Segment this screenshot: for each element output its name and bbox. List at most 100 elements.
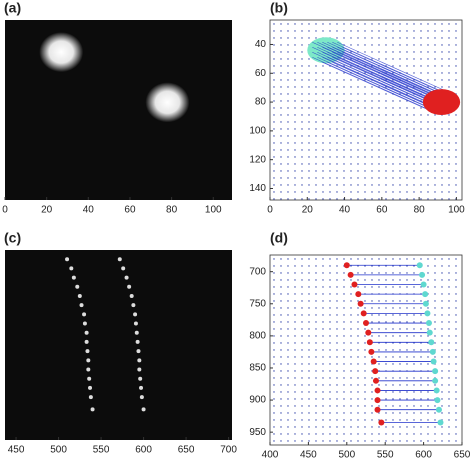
grid-dot bbox=[315, 433, 317, 435]
grid-dot bbox=[287, 198, 289, 200]
grid-dot bbox=[364, 44, 366, 46]
grid-dot bbox=[385, 128, 387, 130]
grid-dot bbox=[308, 349, 310, 351]
grid-dot bbox=[378, 335, 380, 337]
grid-dot bbox=[329, 433, 331, 435]
grid-dot bbox=[273, 363, 275, 365]
grid-dot bbox=[280, 384, 282, 386]
grid-dot bbox=[385, 156, 387, 158]
grid-dot bbox=[364, 433, 366, 435]
grid-dot bbox=[378, 300, 380, 302]
grid-dot bbox=[350, 114, 352, 116]
grid-dot bbox=[280, 79, 282, 81]
grid-dot bbox=[357, 286, 359, 288]
grid-dot bbox=[301, 58, 303, 60]
grid-dot bbox=[273, 114, 275, 116]
grid-dot bbox=[434, 300, 436, 302]
grid-dot bbox=[455, 300, 457, 302]
grid-dot bbox=[455, 356, 457, 358]
grid-dot bbox=[315, 23, 317, 25]
grid-dot bbox=[315, 107, 317, 109]
grid-dot bbox=[406, 114, 408, 116]
grid-dot bbox=[420, 412, 422, 414]
grid-dot bbox=[294, 426, 296, 428]
grid-dot bbox=[287, 114, 289, 116]
grid-dot bbox=[273, 149, 275, 151]
grid-dot bbox=[273, 426, 275, 428]
grid-dot bbox=[455, 37, 457, 39]
grid-dot bbox=[378, 100, 380, 102]
grid-dot bbox=[357, 363, 359, 365]
grid-dot bbox=[448, 440, 450, 442]
x-tick-label: 600 bbox=[415, 450, 432, 461]
grid-dot bbox=[448, 314, 450, 316]
grid-dot bbox=[441, 412, 443, 414]
grid-dot bbox=[280, 107, 282, 109]
flow-arrow bbox=[322, 52, 438, 105]
grid-dot bbox=[392, 314, 394, 316]
grid-dot bbox=[455, 335, 457, 337]
grid-dot bbox=[441, 314, 443, 316]
grid-dot bbox=[322, 93, 324, 95]
grid-dot bbox=[420, 128, 422, 130]
grid-dot bbox=[273, 44, 275, 46]
grid-dot bbox=[364, 142, 366, 144]
grid-dot bbox=[280, 279, 282, 281]
grid-dot bbox=[406, 321, 408, 323]
grid-dot bbox=[273, 79, 275, 81]
grid-dot bbox=[280, 198, 282, 200]
x-tick-label: 100 bbox=[205, 205, 222, 216]
grid-dot bbox=[406, 121, 408, 123]
grid-dot bbox=[413, 128, 415, 130]
grid-dot bbox=[371, 107, 373, 109]
particle bbox=[69, 266, 74, 271]
blob bbox=[145, 82, 190, 123]
grid-dot bbox=[329, 184, 331, 186]
grid-dot bbox=[399, 37, 401, 39]
grid-dot bbox=[357, 412, 359, 414]
flow-arrow bbox=[317, 57, 433, 110]
grid-dot bbox=[273, 314, 275, 316]
grid-dot bbox=[322, 433, 324, 435]
x-tick-label: 40 bbox=[83, 205, 95, 216]
flow-arrow bbox=[327, 47, 443, 100]
grid-dot bbox=[315, 128, 317, 130]
grid-dot bbox=[413, 419, 415, 421]
grid-dot bbox=[392, 65, 394, 67]
grid-dot bbox=[329, 349, 331, 351]
grid-dot bbox=[280, 86, 282, 88]
grid-dot bbox=[371, 51, 373, 53]
grid-dot bbox=[413, 65, 415, 67]
grid-dot bbox=[392, 184, 394, 186]
grid-dot bbox=[336, 142, 338, 144]
grid-dot bbox=[280, 65, 282, 67]
grid-dot bbox=[371, 258, 373, 260]
grid-dot bbox=[336, 440, 338, 442]
grid-dot bbox=[273, 286, 275, 288]
grid-dot bbox=[308, 433, 310, 435]
grid-dot bbox=[413, 314, 415, 316]
grid-dot bbox=[385, 135, 387, 137]
grid-dot bbox=[350, 335, 352, 337]
grid-dot bbox=[280, 156, 282, 158]
grid-dot bbox=[301, 335, 303, 337]
grid-dot bbox=[385, 440, 387, 442]
grid-dot bbox=[441, 184, 443, 186]
grid-dot bbox=[406, 135, 408, 137]
grid-dot bbox=[280, 321, 282, 323]
grid-dot bbox=[441, 128, 443, 130]
grid-dot bbox=[294, 286, 296, 288]
grid-dot bbox=[273, 384, 275, 386]
grid-dot bbox=[336, 198, 338, 200]
grid-dot bbox=[273, 335, 275, 337]
grid-dot bbox=[420, 156, 422, 158]
grid-dot bbox=[322, 121, 324, 123]
grid-dot bbox=[399, 198, 401, 200]
grid-dot bbox=[441, 363, 443, 365]
grid-dot bbox=[273, 191, 275, 193]
grid-dot bbox=[287, 356, 289, 358]
grid-dot bbox=[350, 23, 352, 25]
grid-dot bbox=[413, 72, 415, 74]
grid-dot bbox=[273, 440, 275, 442]
grid-dot bbox=[308, 156, 310, 158]
